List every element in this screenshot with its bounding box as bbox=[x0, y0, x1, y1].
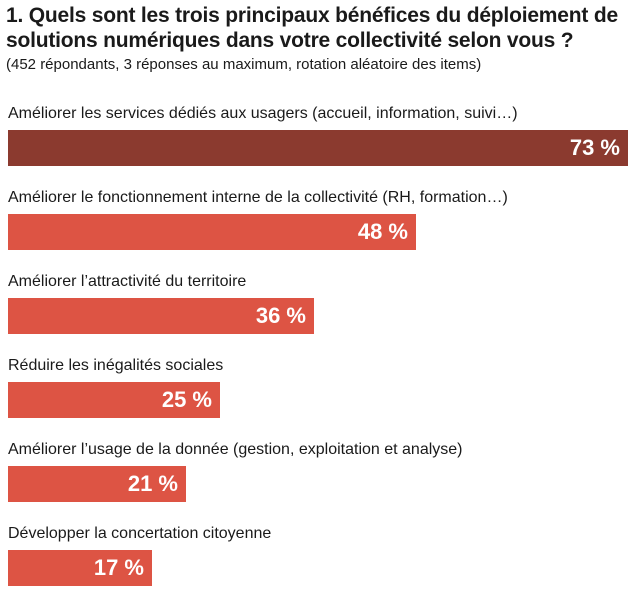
category-label: Améliorer le fonctionnement interne de l… bbox=[8, 189, 508, 206]
category-label: Améliorer l’attractivité du territoire bbox=[8, 273, 247, 290]
bar-row: Améliorer l’attractivité du territoire 36… bbox=[0, 272, 640, 352]
bar: 36 % bbox=[8, 298, 314, 334]
category-label: Réduire les inégalités sociales bbox=[8, 357, 224, 374]
bar: 25 % bbox=[8, 382, 220, 418]
bar-row: Réduire les inégalités sociales 25 % bbox=[0, 356, 640, 436]
chart-title: 1. Quels sont les trois principaux bénéf… bbox=[6, 4, 618, 52]
category-label: Développer la concertation citoyenne bbox=[8, 525, 272, 542]
category-label: Améliorer l’usage de la donnée (gestion,… bbox=[8, 441, 463, 458]
value-label: 36 % bbox=[255, 303, 306, 328]
value-label: 48 % bbox=[357, 219, 408, 244]
chart-subtitle: (452 répondants, 3 réponses au maximum, … bbox=[6, 56, 482, 73]
bar-row: Améliorer le fonctionnement interne de l… bbox=[0, 188, 640, 268]
value-label: 73 % bbox=[569, 135, 620, 160]
bar-row: Améliorer l’usage de la donnée (gestion,… bbox=[0, 440, 640, 520]
bar: 21 % bbox=[8, 466, 186, 502]
bar: 17 % bbox=[8, 550, 152, 586]
bar: 48 % bbox=[8, 214, 416, 250]
bar-row: Développer la concertation citoyenne 17 % bbox=[0, 524, 640, 604]
value-label: 25 % bbox=[161, 387, 212, 412]
bar-row: Améliorer les services dédiés aux usager… bbox=[0, 104, 640, 184]
bar: 73 % bbox=[8, 130, 628, 166]
value-label: 21 % bbox=[127, 471, 178, 496]
value-label: 17 % bbox=[93, 555, 144, 580]
category-label: Améliorer les services dédiés aux usager… bbox=[8, 105, 518, 122]
